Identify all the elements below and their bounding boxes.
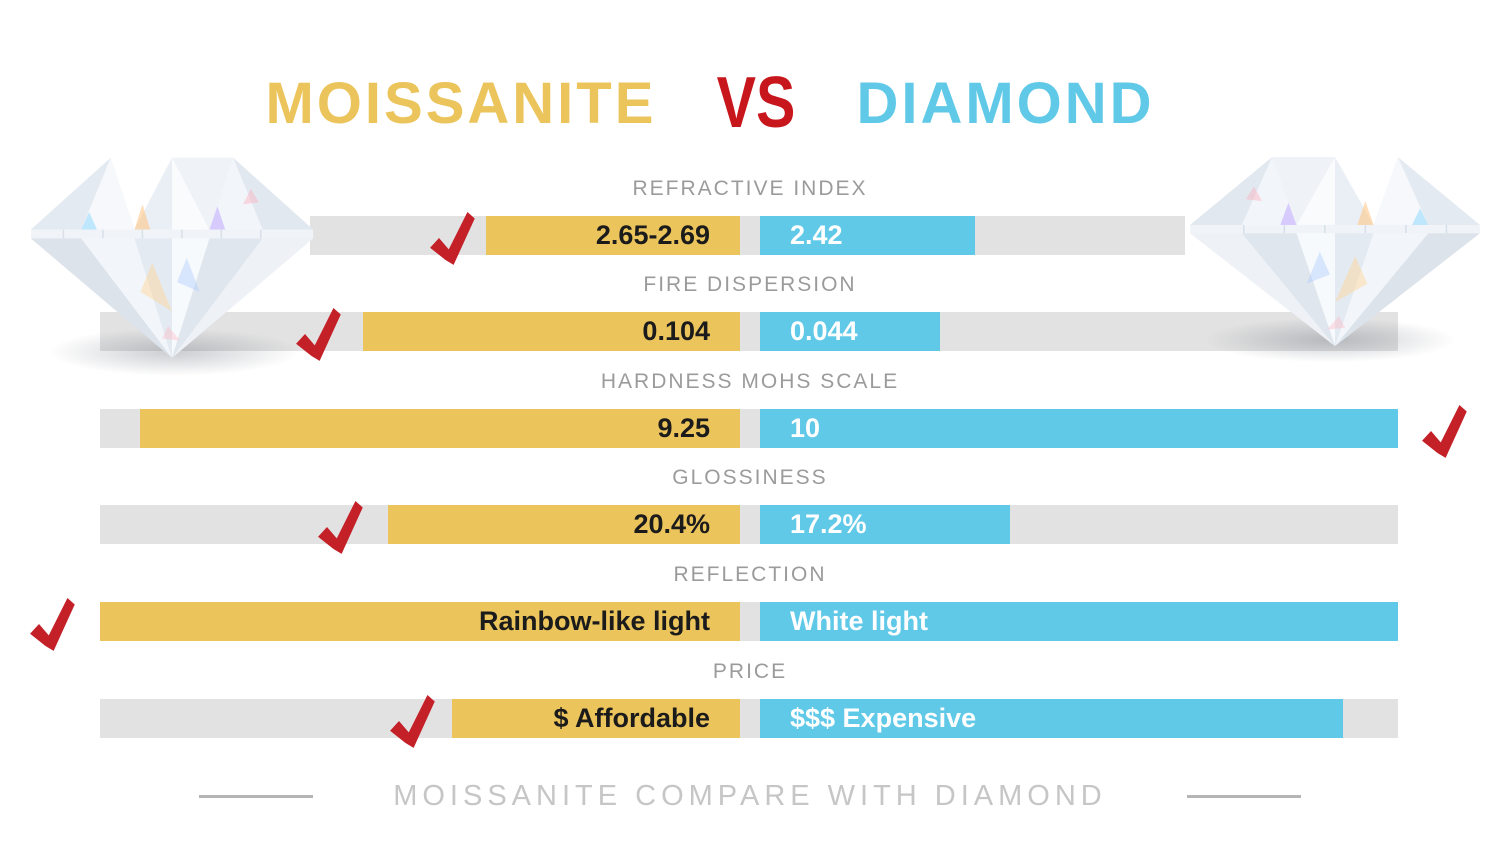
comparison-row-reflection: REFLECTION Rainbow-like light White ligh… — [0, 562, 1500, 651]
moissanite-value: 9.25 — [657, 413, 710, 443]
bar-area: $ Affordable $$$ Expensive — [0, 695, 1500, 748]
comparison-row-price: PRICE $ Affordable $$$ Expensive — [0, 659, 1500, 748]
checkmark-icon — [314, 496, 366, 558]
row-label: FIRE DISPERSION — [643, 273, 857, 296]
moissanite-value: Rainbow-like light — [478, 606, 710, 636]
row-label: HARDNESS MOHS SCALE — [600, 370, 900, 393]
moissanite-bar: 2.65-2.69 — [486, 216, 740, 255]
comparison-row-hardness: HARDNESS MOHS SCALE 9.25 10 — [0, 369, 1500, 458]
moissanite-bar: Rainbow-like light — [100, 602, 740, 641]
row-label: REFLECTION — [673, 563, 827, 586]
moissanite-value: 2.65-2.69 — [595, 220, 710, 250]
diamond-bar: 2.42 — [760, 216, 975, 255]
footer-text: MOISSANITE COMPARE WITH DIAMOND — [393, 780, 1107, 812]
footer-caption: MOISSANITE COMPARE WITH DIAMOND — [0, 780, 1500, 813]
bar-area: 20.4% 17.2% — [0, 501, 1500, 554]
checkmark-icon — [292, 303, 344, 365]
bar-area: Rainbow-like light White light — [0, 598, 1500, 651]
moissanite-bar: 0.104 — [363, 312, 740, 351]
diamond-value: $$$ Expensive — [790, 703, 977, 733]
comparison-row-refractive-index: REFRACTIVE INDEX 2.65-2.69 2.42 — [0, 176, 1500, 265]
diamond-value: 10 — [790, 413, 821, 443]
diamond-value: 17.2% — [790, 509, 867, 539]
diamond-value: 0.044 — [790, 316, 858, 346]
comparison-row-fire-dispersion: FIRE DISPERSION 0.104 0.044 — [0, 272, 1500, 361]
checkmark-icon — [26, 593, 78, 655]
row-label: REFRACTIVE INDEX — [632, 177, 868, 200]
moissanite-gem-image — [24, 146, 320, 360]
checkmark-icon — [1418, 400, 1470, 462]
diamond-value: White light — [790, 606, 928, 636]
title-vs: VS — [717, 63, 796, 143]
bar-area: 9.25 10 — [0, 405, 1500, 458]
diamond-value: 2.42 — [790, 220, 843, 250]
page-title: MOISSANITE VS DIAMOND — [0, 62, 1460, 144]
title-moissanite: MOISSANITE — [265, 70, 657, 136]
moissanite-value: $ Affordable — [553, 703, 710, 733]
bar-area: 2.65-2.69 2.42 — [0, 212, 1500, 265]
moissanite-bar: 20.4% — [388, 505, 740, 544]
diamond-bar: 10 — [760, 409, 1398, 448]
bar-track — [100, 505, 1398, 544]
moissanite-value: 20.4% — [633, 509, 710, 539]
diamond-bar: $$$ Expensive — [760, 699, 1343, 738]
checkmark-icon — [426, 207, 478, 269]
title-diamond: DIAMOND — [856, 70, 1155, 136]
moissanite-bar: 9.25 — [140, 409, 740, 448]
comparison-row-glossiness: GLOSSINESS 20.4% 17.2% — [0, 465, 1500, 554]
diamond-gem-image — [1183, 146, 1487, 348]
moissanite-value: 0.104 — [642, 316, 710, 346]
row-label: PRICE — [712, 660, 788, 683]
diamond-bar: 17.2% — [760, 505, 1010, 544]
bar-area: 0.104 0.044 — [0, 308, 1500, 361]
moissanite-bar: $ Affordable — [452, 699, 740, 738]
diamond-bar: White light — [760, 602, 1398, 641]
divider-line-right — [1186, 795, 1301, 798]
diamond-bar: 0.044 — [760, 312, 940, 351]
checkmark-icon — [386, 690, 438, 752]
divider-line-left — [199, 795, 314, 798]
row-label: GLOSSINESS — [672, 466, 828, 489]
